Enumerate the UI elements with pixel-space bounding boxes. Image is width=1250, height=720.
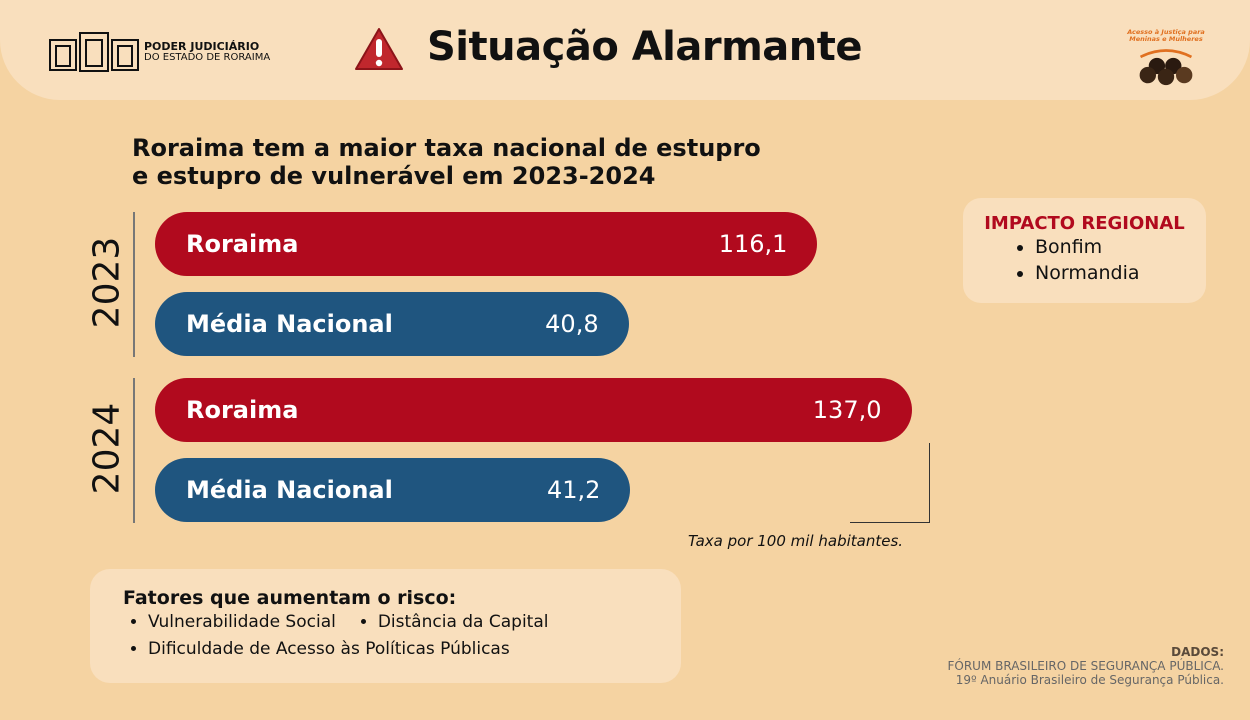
- year-label: 2024: [86, 402, 128, 495]
- bar-value: 116,1: [718, 230, 788, 258]
- logo-line1: PODER JUDICIÁRIO: [144, 40, 260, 53]
- unit-note: Taxa por 100 mil habitantes.: [688, 532, 904, 550]
- bar-value: 137,0: [812, 396, 882, 424]
- tjrr-logo: PODER JUDICIÁRIO DO ESTADO DE RORAIMA: [48, 30, 270, 74]
- courthouse-icon: [49, 32, 139, 72]
- impact-item: Bonfim: [1035, 234, 1206, 260]
- chart-title-line1: Roraima tem a maior taxa nacional de est…: [132, 134, 761, 162]
- partner-logo: [1139, 49, 1193, 86]
- logo-line2: DO ESTADO DE RORAIMA: [144, 52, 271, 63]
- impact-title: IMPACTO REGIONAL: [984, 213, 1185, 234]
- bar-label: Média Nacional: [186, 310, 393, 338]
- factors-title: Fatores que aumentam o risco:: [123, 587, 457, 609]
- chart-title: Roraima tem a maior taxa nacional de est…: [132, 134, 852, 190]
- source: DADOS: FÓRUM BRASILEIRO DE SEGURANÇA PÚB…: [947, 645, 1224, 687]
- bar: Roraima 116,1: [155, 212, 818, 276]
- source-line2: 19º Anuário Brasileiro de Segurança Públ…: [955, 673, 1224, 687]
- year-label: 2023: [86, 236, 128, 329]
- chart-title-line2: e estupro de vulnerável em 2023-2024: [132, 162, 656, 190]
- source-line1: FÓRUM BRASILEIRO DE SEGURANÇA PÚBLICA.: [947, 659, 1224, 673]
- risk-factors-box: Fatores que aumentam o risco: Vulnerabil…: [90, 569, 681, 683]
- bar: Média Nacional 41,2: [155, 458, 631, 522]
- warning-icon: [355, 28, 403, 70]
- bar: Roraima 137,0: [155, 378, 912, 442]
- factor-item: Distância da Capital: [378, 609, 549, 636]
- bar-label: Roraima: [186, 230, 299, 258]
- impact-item: Normandia: [1035, 260, 1206, 286]
- bar-value: 40,8: [545, 310, 599, 338]
- impact-box: IMPACTO REGIONAL BonfimNormandia: [963, 198, 1206, 303]
- page-title: Situação Alarmante: [427, 24, 863, 70]
- bar-label: Média Nacional: [186, 476, 393, 504]
- factor-item: Vulnerabilidade Social: [148, 609, 336, 636]
- bar-value: 41,2: [546, 476, 601, 504]
- header: PODER JUDICIÁRIO DO ESTADO DE RORAIMA Sit…: [0, 0, 1250, 100]
- source-label: DADOS:: [1171, 645, 1224, 659]
- corner-bracket: [850, 443, 930, 523]
- year-divider: [133, 212, 135, 357]
- factor-item: Dificuldade de Acesso às Políticas Públi…: [148, 636, 510, 663]
- bar-label: Roraima: [186, 396, 299, 424]
- partner-logo-text: Acesso à Justiça para Meninas e Mulheres: [1127, 28, 1205, 43]
- year-divider: [133, 378, 135, 523]
- bar: Média Nacional 40,8: [155, 292, 629, 356]
